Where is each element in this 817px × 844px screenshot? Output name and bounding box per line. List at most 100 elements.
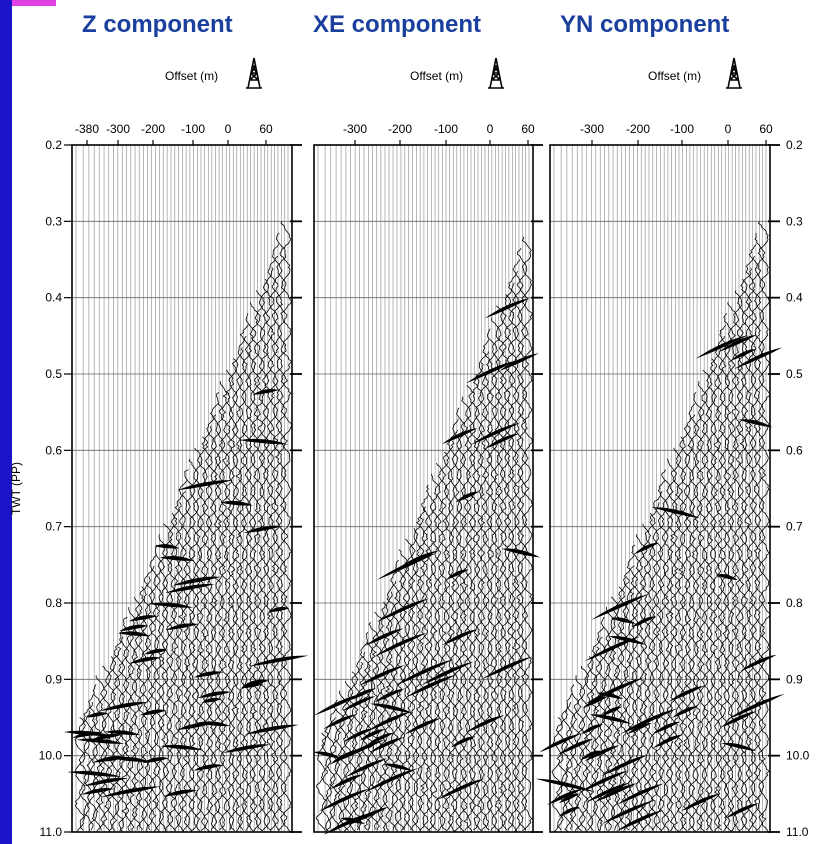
reflection-event [197, 691, 232, 699]
wiggle-trace [420, 495, 433, 833]
reflection-event [546, 788, 583, 806]
y-tick-label-left: 0.2 [45, 138, 62, 152]
wiggle-trace [489, 317, 503, 832]
reflection-event [367, 711, 412, 732]
wiggle-trace [691, 392, 705, 831]
reflection-event [719, 711, 757, 728]
x-tick-label: -200 [626, 122, 650, 136]
x-tick-label: -100 [181, 122, 205, 136]
wiggle-trace [511, 259, 525, 833]
wiggle-trace [621, 565, 635, 832]
reflection-event [144, 648, 168, 655]
wiggle-panel [313, 236, 541, 835]
reflection-event [243, 525, 283, 534]
y-tick-label-right: 0.8 [786, 596, 803, 610]
wiggle-trace [248, 301, 262, 833]
y-tick-label-left: 0.8 [45, 596, 62, 610]
reflection-event [328, 739, 386, 766]
reflection-event [420, 661, 474, 686]
reflection-event [470, 422, 521, 446]
drilling-rig-icon [726, 57, 742, 89]
y-tick-label-left: 0.3 [45, 214, 62, 228]
wiggle-trace [463, 384, 477, 832]
y-tick-label-left: 10.0 [39, 749, 63, 763]
panel-title: YN component [560, 11, 729, 38]
reflection-event [83, 777, 128, 787]
wiggle-trace [639, 523, 652, 832]
wiggle-trace [182, 469, 196, 832]
reflection-event [600, 754, 649, 777]
reflection-event [589, 714, 632, 725]
reflection-event [627, 722, 652, 735]
x-tick-label: 60 [521, 122, 535, 136]
y-tick-label-left: 0.9 [45, 672, 62, 686]
reflection-event [482, 656, 533, 680]
label-layer: -380 -300 -200 -100 0 60 Z component Offset (m)… [9, 11, 810, 839]
y-tick-label-right: 0.9 [786, 672, 803, 686]
reflection-event [668, 685, 705, 702]
reflection-event [730, 349, 757, 361]
reflection-event [633, 542, 659, 555]
reflection-event [615, 810, 664, 832]
reflection-event [584, 636, 641, 662]
wiggle-trace [713, 336, 727, 831]
reflection-event [111, 757, 151, 763]
reflection-event [364, 628, 404, 646]
wiggle-trace [372, 611, 386, 831]
reflection-event [101, 786, 161, 798]
wiggle-trace [329, 708, 342, 831]
wiggle-trace [117, 626, 131, 832]
reflection-event [580, 750, 601, 761]
wiggle-trace [257, 278, 271, 832]
wiggle-trace [222, 369, 236, 831]
y-tick-label-right: 0.2 [786, 138, 803, 152]
wiggle-trace [634, 534, 648, 831]
reflection-event [501, 548, 541, 558]
reflection-event [580, 724, 604, 735]
wiggle-trace [126, 606, 139, 832]
reflection-event [585, 782, 631, 803]
reflection-event [129, 656, 162, 664]
wiggle-trace [656, 480, 670, 831]
reflection-event [117, 631, 151, 637]
wiggle-trace [516, 247, 530, 831]
wiggle-trace [429, 473, 442, 831]
reflection-event [377, 552, 437, 580]
y-tick-label-left: 0.5 [45, 367, 62, 381]
wiggle-trace [415, 506, 429, 831]
wiggle-trace [320, 725, 332, 832]
left-accent-bar [0, 0, 12, 844]
reflection-event [376, 598, 430, 622]
y-tick-label-right: 0.5 [786, 367, 803, 381]
reflection-event [329, 774, 364, 790]
y-tick-label-left: 0.4 [45, 291, 62, 305]
reflection-event [738, 419, 773, 428]
reflection-event [239, 438, 289, 445]
wiggle-trace [188, 458, 201, 832]
wiggle-trace [196, 436, 210, 832]
reflection-event [159, 744, 204, 751]
reflection-event [331, 749, 360, 763]
x-tick-label: 60 [759, 122, 773, 136]
x-tick-label: -300 [580, 122, 604, 136]
reflection-event [323, 714, 357, 730]
wiggle-trace [376, 601, 390, 832]
reflection-event [394, 659, 454, 686]
x-tick-label: -200 [388, 122, 412, 136]
offset-axis-label: Offset (m) [165, 69, 218, 83]
reflection-event [358, 665, 406, 687]
wiggle-trace [148, 555, 161, 832]
wiggle-trace [165, 512, 179, 832]
reflection-event [196, 721, 231, 727]
y-tick-label-right: 11.0 [786, 825, 809, 839]
reflection-event [720, 742, 757, 752]
wiggle-trace [472, 362, 486, 831]
frame-layer [64, 140, 780, 833]
wiggle-trace [315, 732, 328, 831]
wiggle-trace [209, 403, 222, 832]
reflection-event [348, 806, 389, 826]
reflection-event [240, 682, 264, 689]
wiggle-trace [647, 502, 661, 831]
reflection-event [81, 787, 115, 795]
wiggle-trace [696, 381, 709, 832]
